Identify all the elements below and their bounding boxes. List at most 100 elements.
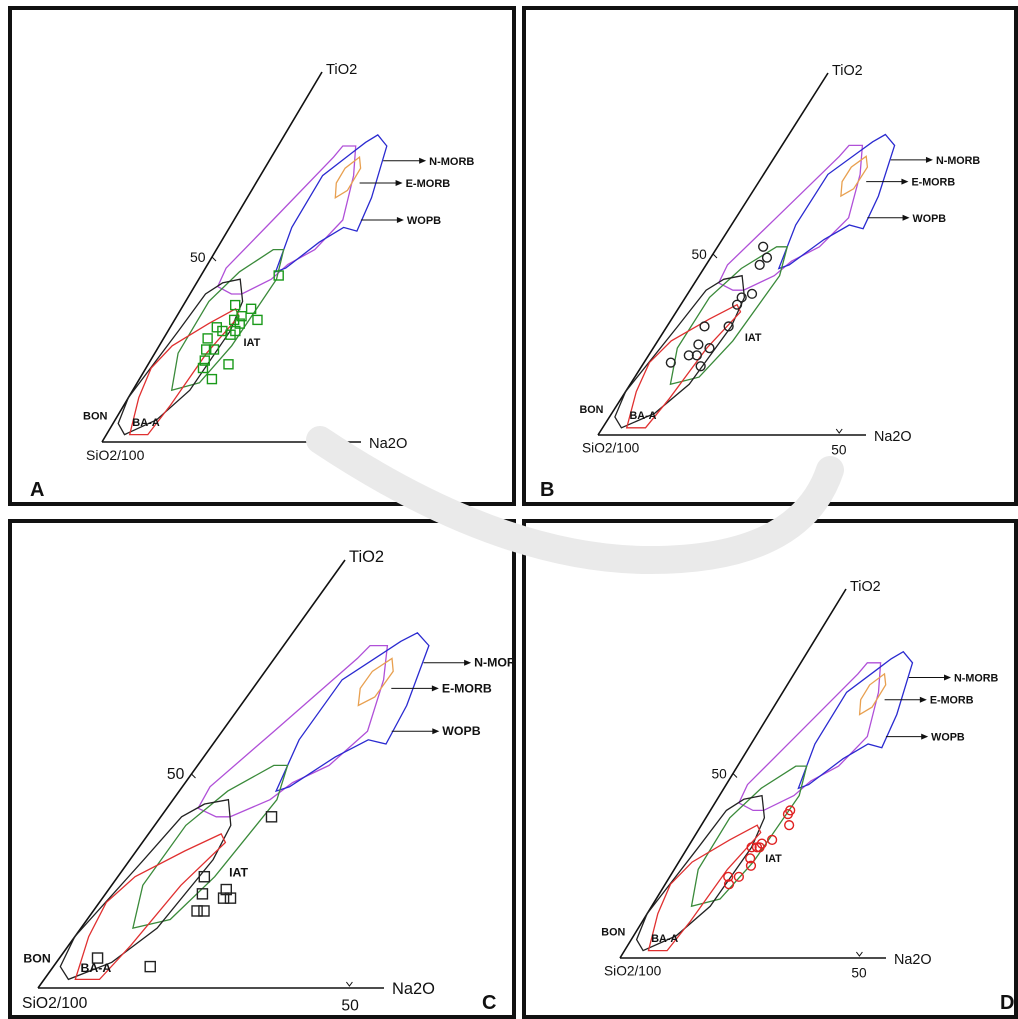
field-label-wopb: WOPB (442, 724, 480, 738)
data-point-square (229, 299, 241, 311)
data-point-circle (699, 321, 710, 332)
field-iat (132, 764, 289, 929)
panel-letter: B (540, 479, 554, 501)
panel-c: N-MORB E-MORB WOPB IAT BON BA-A TiO2 SiO2/100 Na… (8, 519, 516, 1019)
field-label-bon: BON (83, 411, 108, 423)
ternary-plot: N-MORB E-MORB WOPB IAT BON BA-A TiO2 SiO2/100 Na… (22, 548, 512, 1014)
data-point-square (265, 811, 278, 823)
bottom-right-label: Na2O (392, 980, 435, 998)
data-point-square (223, 359, 234, 370)
field-label-baa: BA-A (651, 933, 678, 945)
left-tick-mark (712, 253, 718, 259)
field-nmorb (274, 631, 430, 793)
data-point-circle (761, 252, 773, 263)
field-label-emorb: E-MORB (406, 178, 451, 190)
ternary-plot: N-MORB E-MORB WOPB IAT BON BA-A TiO2 SiO2/100 Na… (30, 62, 474, 501)
bottom-tick-mark (331, 435, 339, 441)
data-point-circle (758, 241, 769, 252)
panel-b: N-MORB E-MORB WOPB IAT BON BA-A TiO2 SiO2/100 Na… (522, 6, 1018, 506)
data-point-circle (784, 820, 795, 831)
origin-label: SiO2/100 (86, 447, 145, 463)
field-label-iat: IAT (229, 866, 248, 880)
panel-letter: C (482, 992, 496, 1014)
field-label-nmorb: N-MORB (474, 656, 512, 670)
data-point-circle (665, 357, 676, 368)
field-bon (117, 278, 244, 436)
field-iat (669, 246, 789, 386)
data-point-circle (733, 871, 744, 882)
data-point-square (217, 892, 230, 904)
field-label-bon: BON (23, 952, 50, 966)
field-label-emorb: E-MORB (442, 681, 492, 695)
field-label-baa: BA-A (132, 417, 160, 429)
data-point-square (211, 322, 223, 333)
data-point-square (220, 883, 232, 896)
panel-letter: D (1000, 992, 1014, 1014)
field-label-emorb: E-MORB (911, 177, 955, 189)
data-point-square (208, 344, 220, 355)
left-tick-mark (191, 773, 196, 779)
bottom-tick-label: 50 (831, 443, 847, 458)
arrow-head (431, 685, 439, 692)
data-point-square (199, 355, 210, 366)
data-point-square (228, 314, 240, 326)
arrow-head (901, 178, 909, 185)
field-iat (690, 765, 808, 908)
field-label-nmorb: N-MORB (936, 155, 980, 167)
data-point-circle (756, 838, 767, 849)
field-nmorb (797, 650, 914, 790)
apex-label: TiO2 (850, 579, 881, 595)
origin-label: SiO2/100 (604, 964, 662, 979)
data-point-circle (691, 350, 702, 361)
data-point-square (198, 870, 211, 883)
apex-label: TiO2 (326, 62, 357, 78)
bottom-right-label: Na2O (874, 429, 912, 445)
arrow-head (944, 674, 952, 681)
data-point-circle (731, 299, 743, 310)
left-tick-label: 50 (711, 767, 727, 782)
field-emorb (334, 155, 362, 200)
bottom-right-label: Na2O (894, 952, 932, 968)
data-point-circle (695, 361, 706, 372)
bottom-tick-label: 50 (341, 997, 359, 1014)
left-tick-label: 50 (691, 247, 707, 262)
data-point-square (191, 905, 203, 917)
data-point-circle (767, 834, 778, 846)
apex-label: TiO2 (832, 63, 863, 79)
data-point-square (206, 373, 218, 385)
data-point-square (198, 905, 210, 917)
data-point-circle (745, 860, 757, 871)
arrow-head (921, 733, 929, 740)
field-label-baa: BA-A (630, 410, 657, 422)
field-bon (635, 794, 766, 952)
data-point-circle (746, 842, 757, 853)
field-nmorb (777, 133, 896, 270)
field-nmorb (274, 134, 388, 273)
arrow-head (902, 214, 910, 221)
data-point-square (236, 311, 247, 322)
field-label-nmorb: N-MORB (954, 673, 998, 685)
origin-label: SiO2/100 (22, 995, 88, 1012)
field-emorb (840, 155, 869, 198)
data-point-square (273, 270, 284, 281)
field-label-bon: BON (580, 404, 604, 416)
left-tick-mark (211, 256, 217, 262)
field-label-bon: BON (601, 927, 625, 939)
bottom-right-label: Na2O (369, 436, 407, 452)
field-label-wopb: WOPB (931, 732, 965, 744)
data-point-circle (754, 259, 765, 270)
field-bon (59, 798, 232, 981)
field-label-iat: IAT (243, 337, 260, 349)
field-upper (717, 144, 864, 291)
field-baa (128, 307, 240, 436)
data-point-square (225, 329, 236, 340)
data-point-circle (683, 350, 694, 361)
data-point-circle (723, 871, 734, 882)
data-point-circle (746, 288, 758, 299)
field-label-nmorb: N-MORB (429, 156, 474, 168)
arrow-head (419, 157, 427, 164)
arrow-head (396, 217, 404, 223)
bottom-tick-label: 50 (851, 966, 867, 981)
data-point-square (197, 362, 209, 374)
origin-label: SiO2/100 (582, 441, 640, 456)
